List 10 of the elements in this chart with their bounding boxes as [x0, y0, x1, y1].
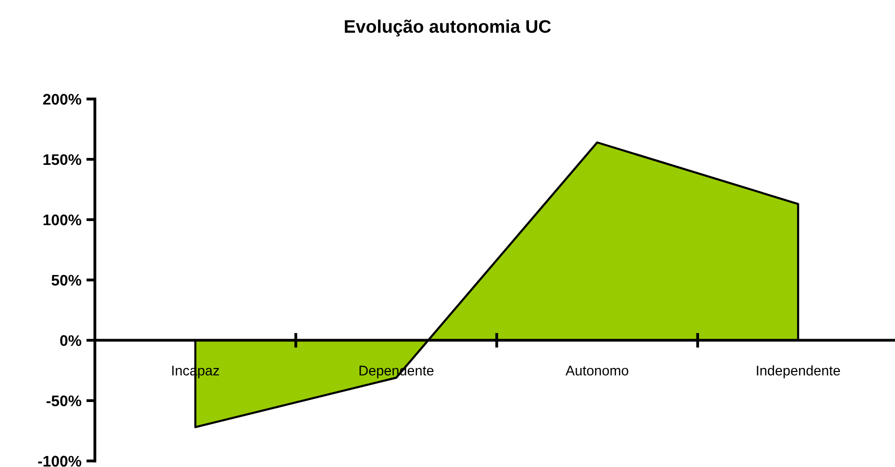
- y-tick-label: 200%: [43, 94, 82, 105]
- y-tick-label: 50%: [52, 274, 82, 286]
- y-tick-label: 100%: [44, 214, 82, 226]
- chart-title: Evolução autonomia UC: [344, 20, 551, 36]
- y-tick-label: -50%: [46, 395, 82, 406]
- x-tick-label: Autonomo: [566, 366, 628, 376]
- x-tick-label: Independente: [756, 365, 840, 378]
- y-tick-label: 0%: [60, 335, 82, 346]
- y-tick-label: 150%: [44, 154, 82, 166]
- y-tick-label: -100%: [38, 456, 82, 467]
